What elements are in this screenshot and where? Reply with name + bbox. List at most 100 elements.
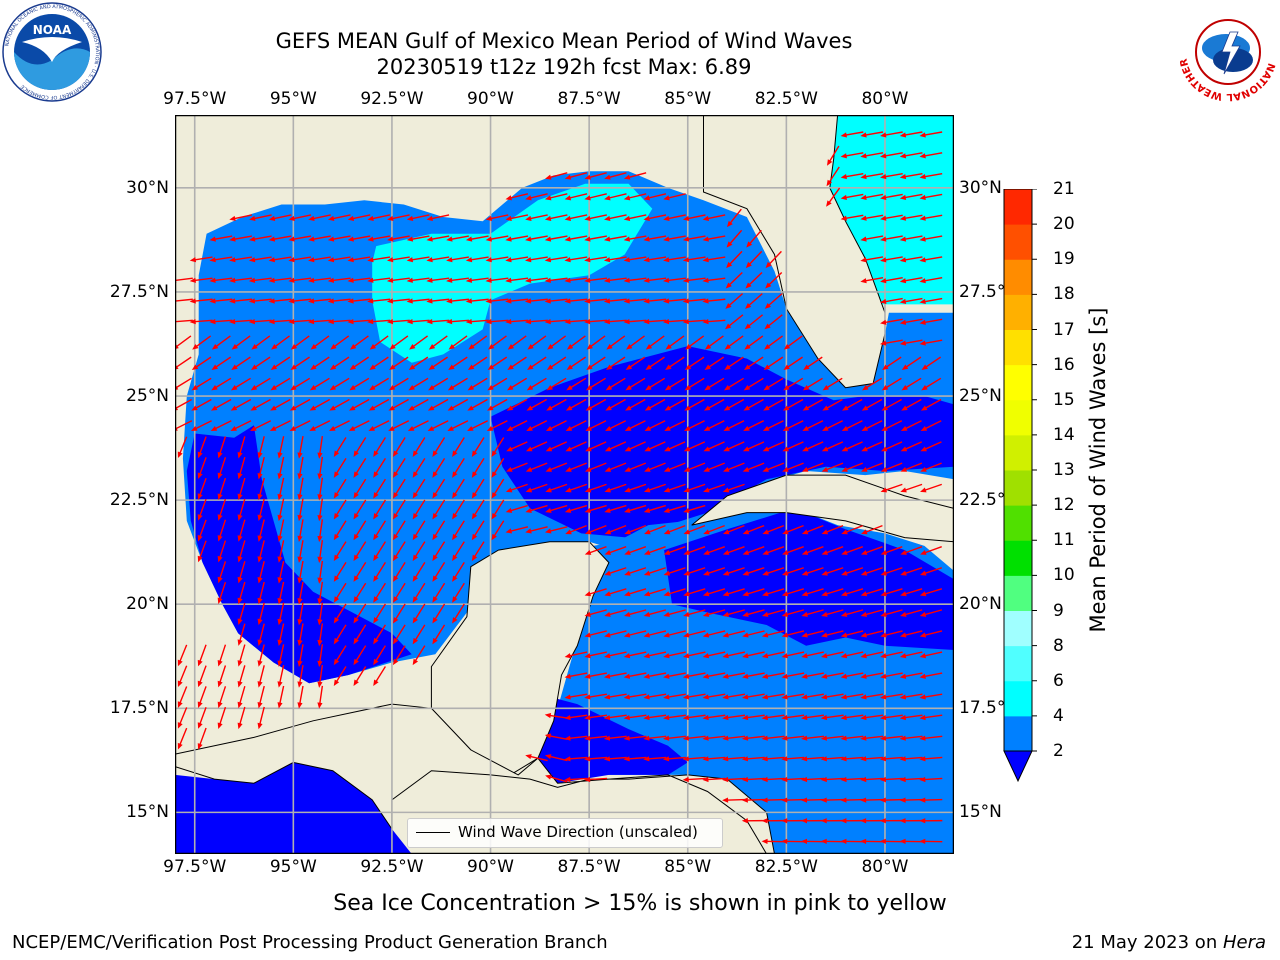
wave-direction-arrow xyxy=(663,504,686,513)
wave-direction-arrow xyxy=(603,672,627,679)
wave-direction-arrow xyxy=(765,272,783,289)
wave-direction-arrow xyxy=(237,581,246,605)
wave-direction-arrow xyxy=(491,437,505,458)
wave-direction-arrow xyxy=(485,298,509,304)
wave-direction-arrow xyxy=(277,685,285,709)
wave-direction-arrow xyxy=(373,437,386,458)
wave-direction-arrow xyxy=(742,567,765,576)
wave-direction-arrow xyxy=(544,754,568,762)
wave-direction-arrow xyxy=(297,477,304,501)
lon-tick-top: 80°W xyxy=(861,89,909,109)
wave-direction-arrow xyxy=(373,603,386,624)
title-line-1: GEFS MEAN Gulf of Mexico Mean Period of … xyxy=(275,29,853,53)
wave-direction-arrow xyxy=(919,797,943,803)
wave-direction-arrow xyxy=(268,214,292,221)
wave-direction-arrow xyxy=(584,277,608,283)
wave-direction-arrow xyxy=(584,693,608,700)
lat-tick-right: 30°N xyxy=(959,177,1002,198)
wave-direction-arrow xyxy=(663,193,686,201)
wave-direction-arrow xyxy=(268,277,292,283)
wave-direction-arrow xyxy=(781,818,805,824)
wave-direction-arrow xyxy=(761,756,785,762)
colorbar-segment xyxy=(1004,434,1032,471)
wave-direction-arrow xyxy=(525,754,548,762)
wave-direction-arrow xyxy=(447,398,469,411)
colorbar-tick-label: 10 xyxy=(1053,565,1075,586)
wave-direction-arrow xyxy=(584,214,607,221)
credit-left: NCEP/EMC/Verification Post Processing Pr… xyxy=(12,932,608,953)
wave-direction-arrow xyxy=(821,630,844,638)
wave-direction-arrow xyxy=(764,335,783,350)
wave-direction-arrow xyxy=(309,420,331,431)
wave-direction-arrow xyxy=(406,214,430,221)
wave-direction-arrow xyxy=(177,727,188,750)
wave-direction-arrow xyxy=(564,277,588,283)
wave-direction-arrow xyxy=(801,524,824,535)
wave-direction-arrow xyxy=(820,693,844,700)
wave-direction-arrow xyxy=(349,356,370,370)
wave-direction-arrow xyxy=(297,685,304,709)
wave-direction-arrow xyxy=(742,672,765,679)
wave-direction-arrow xyxy=(744,314,764,330)
colorbar-segment xyxy=(1004,505,1032,541)
wave-direction-arrow xyxy=(742,609,765,617)
wave-direction-arrow xyxy=(250,420,272,431)
wave-direction-arrow xyxy=(840,609,864,617)
colorbar-tick-label: 13 xyxy=(1053,460,1075,480)
wave-direction-arrow xyxy=(899,297,923,305)
wave-direction-arrow xyxy=(369,356,389,370)
wave-direction-arrow xyxy=(297,498,304,522)
wave-direction-arrow xyxy=(802,441,824,452)
wave-direction-arrow xyxy=(704,335,724,350)
wave-direction-arrow xyxy=(880,152,903,159)
wave-direction-arrow xyxy=(762,546,785,555)
wave-direction-arrow xyxy=(347,235,371,242)
wave-direction-arrow xyxy=(763,398,784,411)
wave-direction-arrow xyxy=(761,693,785,700)
wave-direction-arrow xyxy=(702,756,726,762)
wave-direction-arrow xyxy=(684,356,705,370)
wave-direction-arrow xyxy=(412,478,426,499)
wave-direction-arrow xyxy=(682,651,706,659)
wave-direction-arrow xyxy=(623,714,647,721)
wave-direction-arrow xyxy=(392,603,406,624)
wave-direction-arrow xyxy=(899,152,923,159)
wave-direction-arrow xyxy=(663,567,686,576)
wave-direction-arrow xyxy=(624,483,647,493)
colorbar-tick-label: 16 xyxy=(1053,354,1075,375)
wave-direction-arrow xyxy=(237,602,246,626)
gulf-of-mexico-map xyxy=(175,115,954,854)
wave-direction-arrow xyxy=(249,214,272,221)
wave-direction-arrow xyxy=(525,526,548,534)
wave-direction-arrow xyxy=(840,756,864,762)
wave-direction-arrow xyxy=(349,377,370,391)
wave-direction-arrow xyxy=(369,377,389,391)
wave-direction-arrow xyxy=(229,277,253,283)
wave-direction-arrow xyxy=(722,588,745,597)
wave-direction-arrow xyxy=(781,838,805,844)
wave-direction-arrow xyxy=(762,567,785,576)
wave-direction-arrow xyxy=(367,214,391,221)
colorbar-segment xyxy=(1004,399,1032,436)
wave-direction-arrow xyxy=(229,298,253,304)
wave-direction-arrow xyxy=(761,735,785,741)
wave-direction-arrow xyxy=(297,519,304,543)
wave-direction-arrow xyxy=(604,193,627,201)
wave-direction-arrow xyxy=(840,693,864,700)
wave-direction-arrow xyxy=(584,256,608,263)
wave-direction-arrow xyxy=(373,666,386,686)
wave-direction-arrow xyxy=(277,665,285,688)
wave-direction-arrow xyxy=(762,524,785,535)
wave-direction-arrow xyxy=(840,193,864,200)
wave-direction-arrow xyxy=(544,713,568,719)
wave-direction-arrow xyxy=(308,235,331,242)
wave-direction-arrow xyxy=(191,398,212,411)
colorbar-segment xyxy=(1004,575,1032,611)
wave-direction-arrow xyxy=(761,818,785,824)
wave-direction-arrow xyxy=(860,152,884,159)
wave-direction-arrow xyxy=(237,706,246,730)
wave-direction-arrow xyxy=(821,462,844,472)
wave-direction-arrow xyxy=(468,335,488,350)
wave-direction-arrow xyxy=(387,235,410,242)
wave-direction-arrow xyxy=(467,420,488,431)
